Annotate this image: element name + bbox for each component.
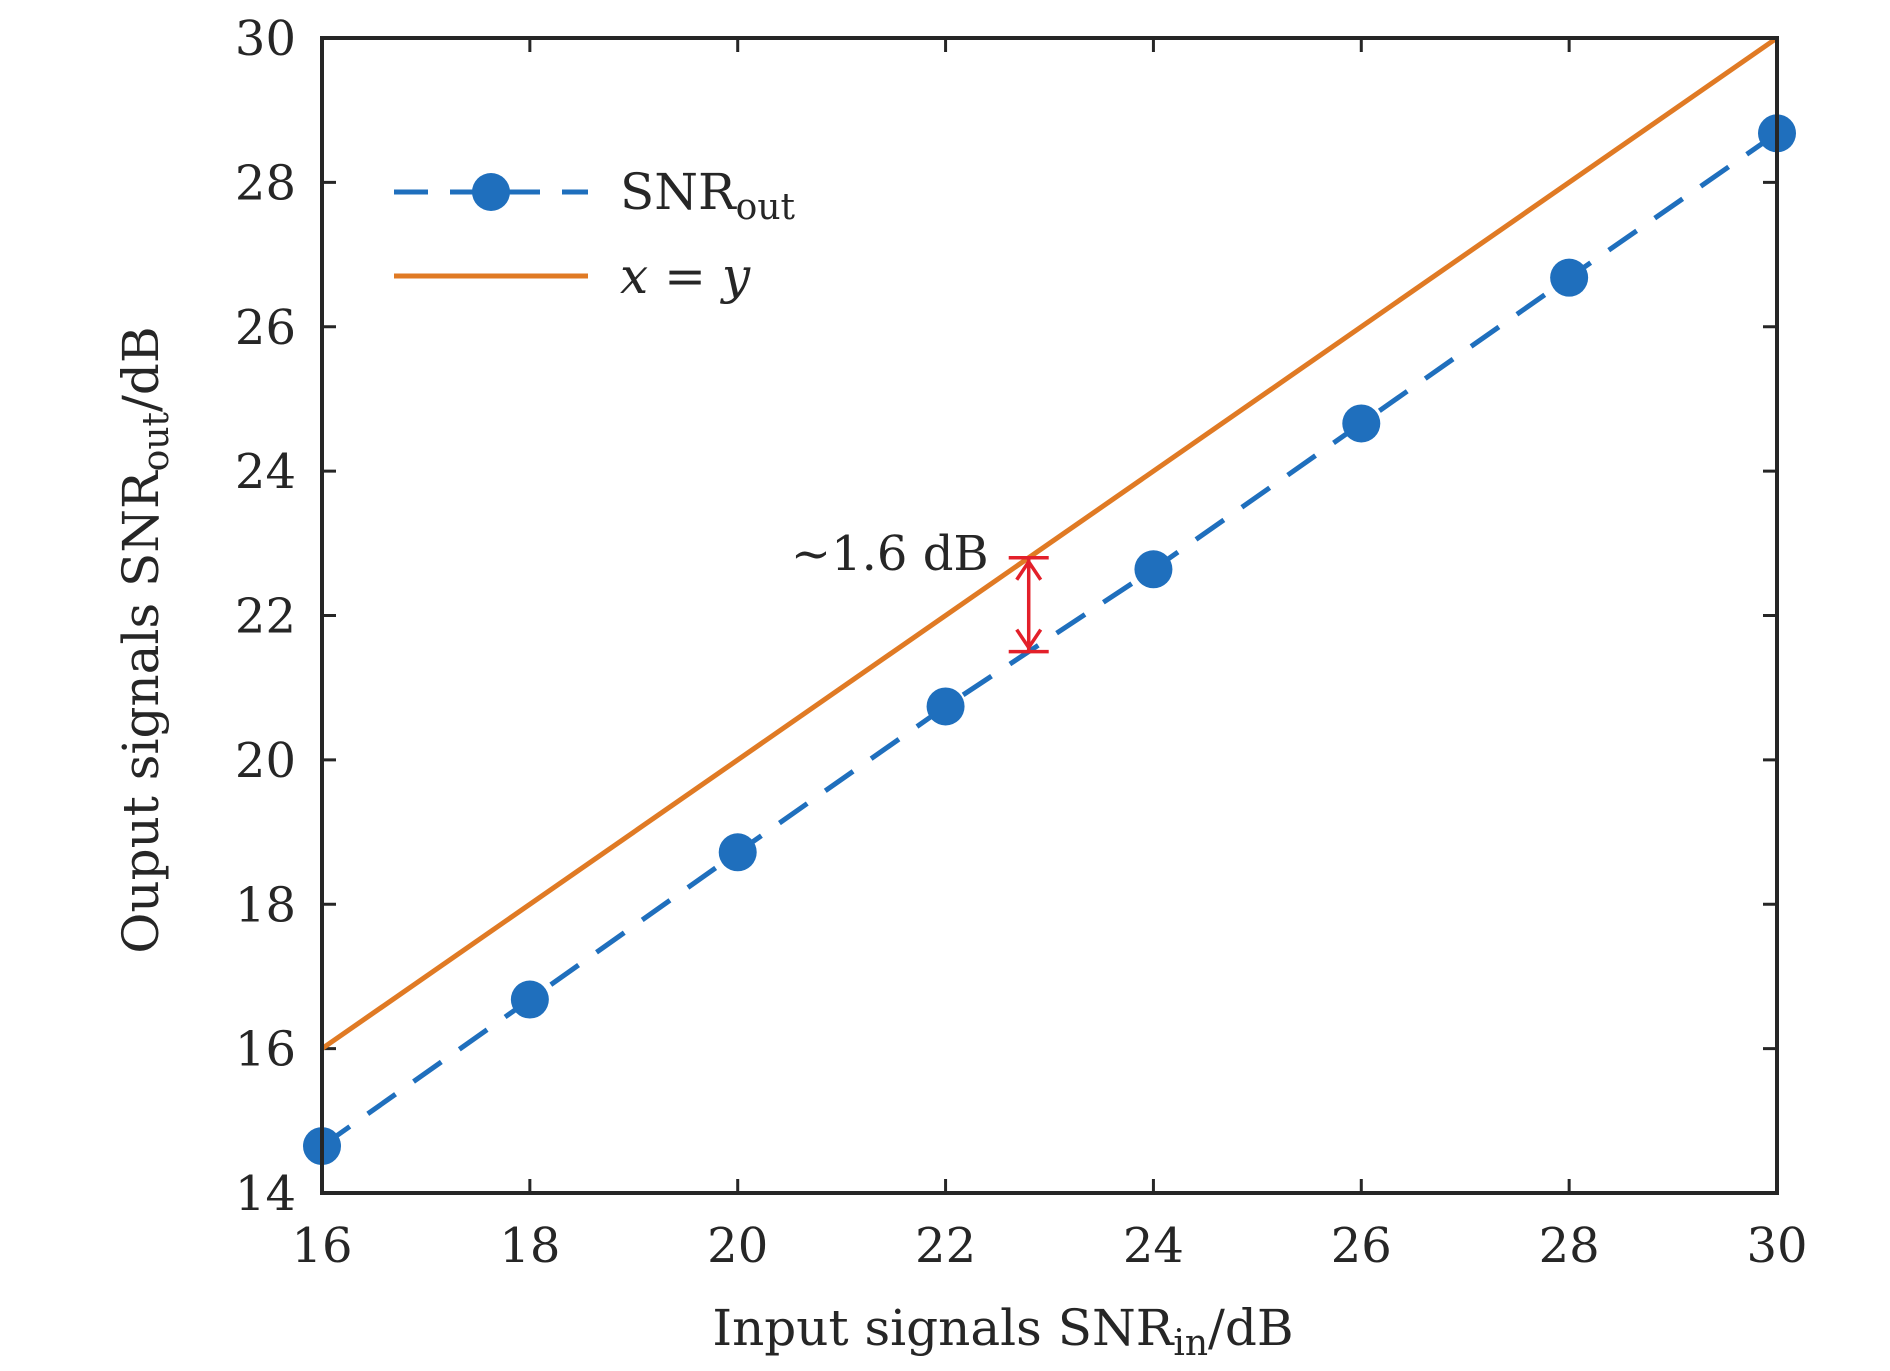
x-tick-label: 20 — [707, 1218, 768, 1274]
series-layer — [303, 35, 1796, 1166]
y-tick-label: 22 — [235, 589, 296, 645]
gap-annotation: ~1.6 dB — [791, 526, 1049, 654]
data-point-snr-out — [1342, 404, 1381, 443]
x-axis-ticks: 16 18 20 22 24 26 28 30 — [291, 38, 1808, 1274]
data-point-snr-out — [926, 687, 965, 726]
y-tick-label: 18 — [235, 877, 296, 933]
legend-marker-snr-out — [472, 173, 510, 211]
x-tick-label: 26 — [1331, 1218, 1392, 1274]
y-tick-label: 14 — [235, 1166, 296, 1222]
y-tick-label: 28 — [235, 155, 296, 211]
y-tick-label: 20 — [235, 733, 296, 789]
data-point-snr-out — [510, 980, 549, 1019]
x-tick-label: 28 — [1539, 1218, 1600, 1274]
y-tick-label: 26 — [235, 300, 296, 356]
plot-area — [322, 38, 1777, 1193]
legend: SNRout x = y — [394, 163, 796, 305]
data-point-snr-out — [1134, 550, 1173, 589]
plot-frame — [320, 36, 1779, 1195]
y-tick-label: 30 — [235, 11, 296, 67]
annotation-arrowhead-up — [1015, 558, 1043, 581]
y-tick-label: 16 — [235, 1022, 296, 1078]
legend-label-x-equals-y: x = y — [620, 247, 751, 305]
data-point-snr-out — [1550, 258, 1589, 297]
y-axis-ticks: 14 16 18 20 22 24 26 28 30 — [235, 11, 1777, 1222]
x-tick-label: 30 — [1746, 1218, 1807, 1274]
y-tick-label: 24 — [235, 444, 296, 500]
x-axis-label: Input signals SNRin/dB — [712, 1299, 1293, 1364]
x-tick-label: 22 — [915, 1218, 976, 1274]
x-tick-label: 24 — [1123, 1218, 1184, 1274]
x-tick-label: 16 — [291, 1218, 352, 1274]
y-axis-label: Ouput signals SNRout/dB — [112, 326, 177, 953]
legend-label-snr-out: SNRout — [620, 163, 796, 228]
annotation-label: ~1.6 dB — [791, 526, 989, 582]
series-line-snr-out — [320, 131, 1779, 1149]
series-line-x-equals-y — [320, 35, 1779, 1051]
data-point-snr-out — [718, 833, 757, 872]
x-tick-label: 18 — [499, 1218, 560, 1274]
annotation-arrowhead-down — [1015, 628, 1043, 651]
